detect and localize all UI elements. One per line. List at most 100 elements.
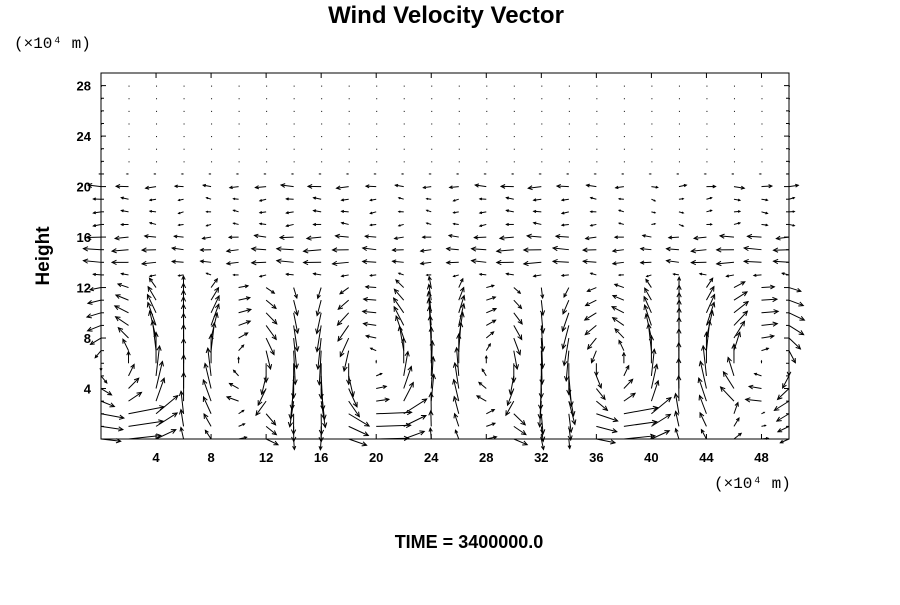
wind-vector <box>679 184 686 186</box>
vector-point <box>569 123 570 124</box>
wind-vector <box>376 361 377 364</box>
wind-vector <box>586 236 597 239</box>
wind-vector <box>115 306 129 313</box>
wind-vector <box>101 426 123 431</box>
wind-vector <box>286 198 293 200</box>
wind-vector <box>624 379 633 388</box>
wind-vector <box>734 199 740 201</box>
wind-vector <box>666 259 678 263</box>
wind-vector <box>717 261 734 265</box>
vector-point <box>624 136 625 137</box>
wind-vector <box>591 351 596 363</box>
vector-point <box>569 111 570 112</box>
wind-vector <box>787 363 791 375</box>
vector-point <box>294 86 295 87</box>
wind-vector <box>562 274 569 276</box>
wind-vector <box>239 321 251 326</box>
wind-vector <box>734 418 739 426</box>
wind-vector <box>277 259 294 263</box>
wind-vector <box>427 223 432 225</box>
wind-vector <box>472 259 487 263</box>
wind-vector <box>229 383 238 388</box>
wind-vector <box>87 313 101 318</box>
wind-vector <box>514 338 521 355</box>
wind-vector <box>112 260 129 264</box>
wind-vector <box>394 298 404 313</box>
wind-vector <box>691 249 706 253</box>
wind-vector <box>233 210 238 212</box>
wind-vector <box>320 174 322 175</box>
wind-vector <box>399 211 404 213</box>
wind-vector <box>430 174 432 175</box>
vector-point <box>321 86 322 87</box>
wind-vector <box>394 307 404 326</box>
vector-point <box>184 161 185 162</box>
wind-vector <box>427 198 432 199</box>
vector-point <box>706 111 707 112</box>
wind-vector <box>585 325 596 334</box>
wind-vector <box>761 322 777 326</box>
wind-vector <box>396 280 404 288</box>
wind-vector <box>129 364 135 375</box>
wind-vector <box>643 235 652 238</box>
wind-vector <box>266 325 276 339</box>
wind-vector <box>93 198 101 200</box>
vector-point <box>624 161 625 162</box>
wind-vector <box>761 185 771 188</box>
x-tick-label: 48 <box>754 450 768 465</box>
wind-vector <box>624 434 655 439</box>
wind-vector <box>583 248 596 252</box>
vector-point <box>569 86 570 87</box>
vector-point <box>376 161 377 162</box>
wind-vector <box>83 247 101 251</box>
wind-vector <box>773 259 789 263</box>
vector-point <box>596 86 597 87</box>
wind-vector <box>260 199 266 201</box>
vector-point <box>211 149 212 150</box>
wind-vector <box>393 248 404 251</box>
vector-point <box>156 98 157 99</box>
wind-vector <box>404 431 425 439</box>
wind-vector <box>209 174 211 175</box>
wind-vector <box>774 401 789 410</box>
wind-vector <box>679 198 683 199</box>
vector-point <box>294 111 295 112</box>
vector-point <box>184 86 185 87</box>
wind-vector <box>783 376 789 388</box>
wind-vector <box>782 273 789 275</box>
wind-vector <box>179 224 184 226</box>
vector-point <box>486 86 487 87</box>
wind-vector <box>650 174 652 175</box>
wind-vector <box>641 261 652 264</box>
vector-point <box>514 111 515 112</box>
wind-vector <box>266 338 274 355</box>
vector-point <box>569 98 570 99</box>
wind-vector <box>486 423 495 426</box>
wind-vector <box>622 353 625 364</box>
vector-point <box>431 98 432 99</box>
wind-vector <box>486 320 495 325</box>
wind-vector <box>233 223 238 225</box>
wind-vector <box>266 414 275 425</box>
wind-vector <box>201 248 212 251</box>
vector-point <box>789 161 790 162</box>
wind-vector <box>347 363 351 384</box>
wind-vector <box>524 248 541 252</box>
wind-vector <box>121 197 128 199</box>
wind-vector <box>524 261 541 265</box>
wind-vector <box>591 224 597 226</box>
wind-vector <box>485 356 487 363</box>
vector-point <box>514 86 515 87</box>
wind-vector <box>734 282 745 288</box>
wind-vector <box>647 275 652 277</box>
wind-vector <box>615 236 624 239</box>
vector-point <box>596 149 597 150</box>
wind-vector <box>616 186 624 189</box>
wind-vector <box>789 313 804 320</box>
wind-vector <box>789 184 798 187</box>
wind-vector <box>308 184 321 188</box>
wind-vector <box>394 289 403 300</box>
vector-point <box>431 123 432 124</box>
